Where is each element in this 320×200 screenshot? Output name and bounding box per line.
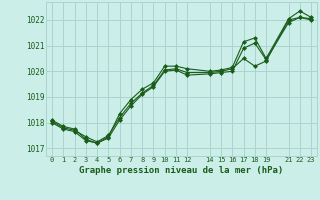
X-axis label: Graphe pression niveau de la mer (hPa): Graphe pression niveau de la mer (hPa) [79, 166, 284, 175]
